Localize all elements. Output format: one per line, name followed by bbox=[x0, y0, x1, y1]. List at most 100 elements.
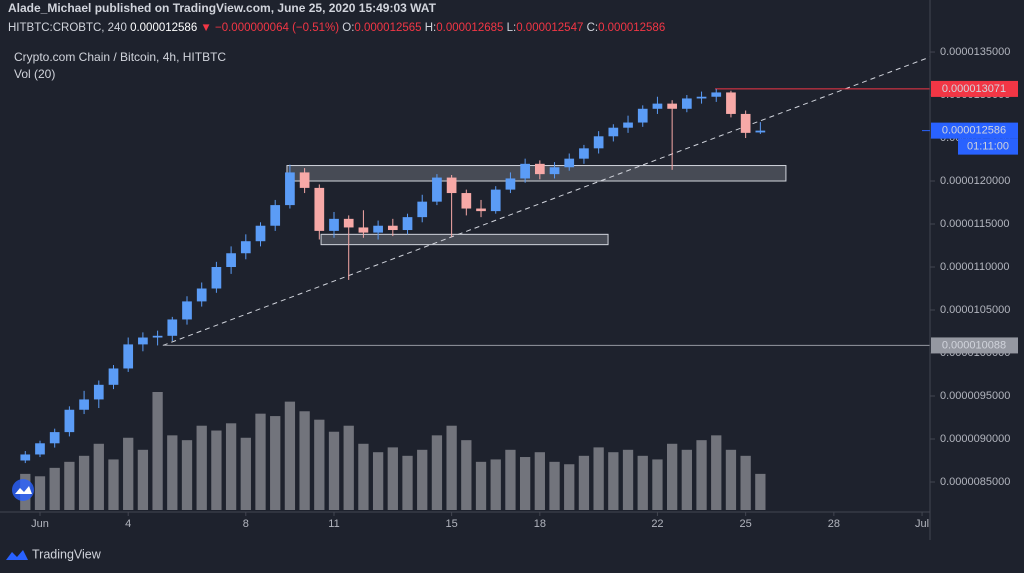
candle-body bbox=[476, 208, 486, 212]
trendline bbox=[162, 56, 931, 346]
volume-bar bbox=[755, 473, 766, 510]
volume-bar bbox=[696, 440, 707, 510]
symbol-line: HITBTC:CROBTC, 240 0.000012586 ▼ −0.0000… bbox=[8, 22, 665, 34]
volume-bar bbox=[299, 411, 310, 510]
x-tick-label: Jul bbox=[915, 518, 929, 530]
candle-body bbox=[740, 113, 751, 133]
last-price-tag bbox=[931, 122, 1018, 139]
candle-body bbox=[329, 218, 339, 231]
x-tick-label: 25 bbox=[740, 518, 752, 530]
volume-bar bbox=[593, 447, 604, 510]
candle-body bbox=[196, 288, 207, 302]
volume-bar bbox=[167, 435, 178, 510]
volume-bar bbox=[211, 430, 222, 510]
y-tick-label: 0.0000105000 bbox=[940, 304, 1010, 316]
x-tick-label: 11 bbox=[328, 518, 339, 530]
last-price-label: 0.000012586 bbox=[942, 125, 1006, 137]
x-tick-label: Jun bbox=[31, 518, 49, 530]
volume-bar bbox=[549, 461, 560, 510]
volume-bar bbox=[740, 455, 751, 510]
candle-body bbox=[579, 148, 589, 159]
x-tick-label: 22 bbox=[651, 518, 663, 530]
volume-bar bbox=[666, 443, 678, 510]
candle-body bbox=[755, 130, 766, 133]
volume-bar bbox=[255, 413, 266, 510]
candle-body bbox=[314, 187, 325, 231]
countdown: 01:11:00 bbox=[967, 141, 1009, 153]
y-tick-label: 0.0000085000 bbox=[940, 476, 1010, 488]
volume-bar bbox=[534, 452, 545, 510]
candle-body bbox=[402, 217, 413, 231]
candle-body bbox=[79, 399, 89, 410]
x-tick-label: 15 bbox=[445, 518, 457, 530]
last: 0.000012586 bbox=[130, 22, 197, 34]
change: ▼ −0.000000064 (−0.51%) bbox=[200, 22, 339, 34]
volume-bar bbox=[725, 449, 737, 510]
candle-body bbox=[49, 432, 60, 444]
candle-body bbox=[681, 98, 692, 109]
candle-body bbox=[299, 172, 310, 188]
volume-bar bbox=[181, 440, 193, 510]
l-label: L: bbox=[507, 22, 517, 34]
candle-body bbox=[446, 177, 457, 194]
price-tag bbox=[931, 337, 1018, 354]
author-line: Alade_Michael published on TradingView.c… bbox=[8, 1, 437, 15]
volume-bar bbox=[461, 440, 472, 510]
volume-bar bbox=[358, 443, 369, 510]
c-value: 0.000012586 bbox=[598, 22, 665, 34]
candle-body bbox=[534, 163, 545, 175]
candle-body bbox=[696, 96, 707, 99]
candle-body bbox=[417, 201, 428, 218]
y-tick-label: 0.0000115000 bbox=[940, 218, 1010, 230]
volume-bar bbox=[681, 449, 692, 510]
volume-bar bbox=[431, 435, 443, 510]
volume-bar bbox=[475, 461, 487, 510]
candle-body bbox=[182, 301, 192, 320]
candle-body bbox=[358, 227, 369, 233]
candle-body bbox=[285, 172, 295, 206]
y-tick-label: 0.0000120000 bbox=[940, 175, 1010, 187]
volume-bar bbox=[78, 455, 90, 510]
symbol: HITBTC:CROBTC, 240 bbox=[8, 22, 127, 34]
candle-body bbox=[505, 178, 516, 190]
volume-bar bbox=[505, 449, 516, 510]
price-tag-label: 0.000013071 bbox=[942, 83, 1006, 95]
volume-bar bbox=[372, 452, 384, 510]
volume-bar bbox=[711, 435, 722, 510]
y-tick-label: 0.0000090000 bbox=[940, 433, 1010, 445]
candle-body bbox=[211, 267, 222, 289]
volume-bar bbox=[637, 455, 648, 510]
candle-body bbox=[623, 122, 633, 128]
candle-body bbox=[520, 163, 530, 179]
candle-body bbox=[343, 218, 354, 228]
volume-bar bbox=[343, 425, 354, 510]
brand: TradingView bbox=[32, 547, 102, 561]
legend: Crypto.com Chain / Bitcoin, 4h, HITBTC bbox=[14, 50, 226, 64]
volume-bar bbox=[402, 455, 413, 510]
candle-body bbox=[564, 158, 575, 168]
watermark-logo bbox=[12, 479, 34, 501]
x-tick-label: 4 bbox=[125, 518, 131, 530]
l-value: 0.000012547 bbox=[516, 22, 583, 34]
volume-bar bbox=[152, 392, 163, 510]
y-tick-label: 0.0000135000 bbox=[940, 46, 1010, 58]
volume-bar bbox=[622, 449, 634, 510]
volume-label: Vol (20) bbox=[14, 67, 55, 81]
candle-body bbox=[373, 225, 383, 233]
volume-bar bbox=[64, 461, 75, 510]
candle-body bbox=[108, 368, 119, 385]
candle-body bbox=[549, 167, 560, 175]
candle-body bbox=[652, 103, 663, 109]
h-label: H: bbox=[425, 22, 437, 34]
candle-body bbox=[255, 225, 266, 242]
y-tick-label: 0.0000110000 bbox=[940, 261, 1010, 273]
x-tick-label: 8 bbox=[243, 518, 249, 530]
candle-body bbox=[490, 189, 501, 212]
volume-bar bbox=[490, 459, 501, 510]
volume-bar bbox=[93, 443, 104, 510]
candle-body bbox=[637, 108, 648, 123]
y-tick-label: 0.0000095000 bbox=[940, 390, 1010, 402]
volume-bar bbox=[270, 416, 281, 510]
